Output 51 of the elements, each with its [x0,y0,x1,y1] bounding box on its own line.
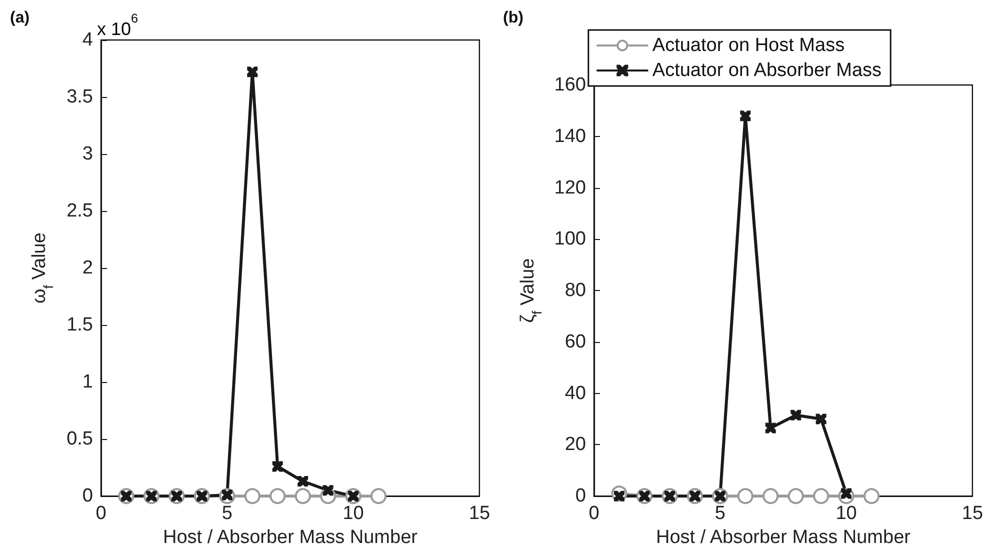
y-axis-title: ωf Value [29,232,56,304]
point [298,476,308,487]
x-tick-label: 5 [714,503,726,524]
point [813,488,830,504]
point [740,110,751,122]
x-tick-label: 15 [468,503,490,524]
point [788,488,804,504]
y-tick-label: 20 [564,434,586,456]
x-tick-label: 10 [836,503,857,524]
y-tick-label: 0 [82,486,93,507]
y-axis-title: ζf Value [517,258,544,323]
legend-label: Actuator on Host Mass [652,35,845,56]
y-tick-label: 2 [82,258,93,279]
point [247,66,258,78]
point [294,488,311,504]
x-tick-label: 15 [962,503,984,524]
point [816,414,826,424]
point [322,485,334,496]
y-tick-label: 0.5 [66,428,93,450]
y-tick-label: 0 [575,486,586,507]
y-tick-label: 120 [554,177,586,198]
y-tick-label: 3 [82,144,93,165]
y-tick-label: 40 [564,382,586,404]
y-tick-label: 100 [554,228,586,250]
y-tick-label: 1.5 [66,314,93,336]
point [737,488,754,504]
point [790,410,802,420]
y-tick-label: 160 [554,74,586,96]
y-tick-label: 1 [82,372,93,393]
chart-title: (a) [10,10,30,26]
y-tick-label: 80 [564,280,586,302]
point [762,488,779,504]
x-tick-label: 0 [588,503,600,524]
chart-title: (b) [503,10,524,26]
y-tick-label: 60 [564,331,586,352]
y-tick-label: 2.5 [66,200,93,222]
point [244,488,260,504]
point [272,461,283,472]
x-tick-label: 5 [222,503,232,524]
x-axis-title: Host / Absorber Mass Number [656,527,912,548]
y-tick-label: 140 [554,126,586,147]
point [864,488,880,504]
y-tick-label: 4 [82,30,94,50]
point [765,422,776,434]
legend-label: Actuator on Absorber Mass [652,60,882,81]
y-tick-label: 3.5 [66,86,93,108]
point [370,488,387,504]
x-tick-label: 10 [342,503,364,524]
point [270,488,286,504]
x-tick-label: 0 [96,503,106,524]
x-axis-title: Host / Absorber Mass Number [162,527,418,548]
